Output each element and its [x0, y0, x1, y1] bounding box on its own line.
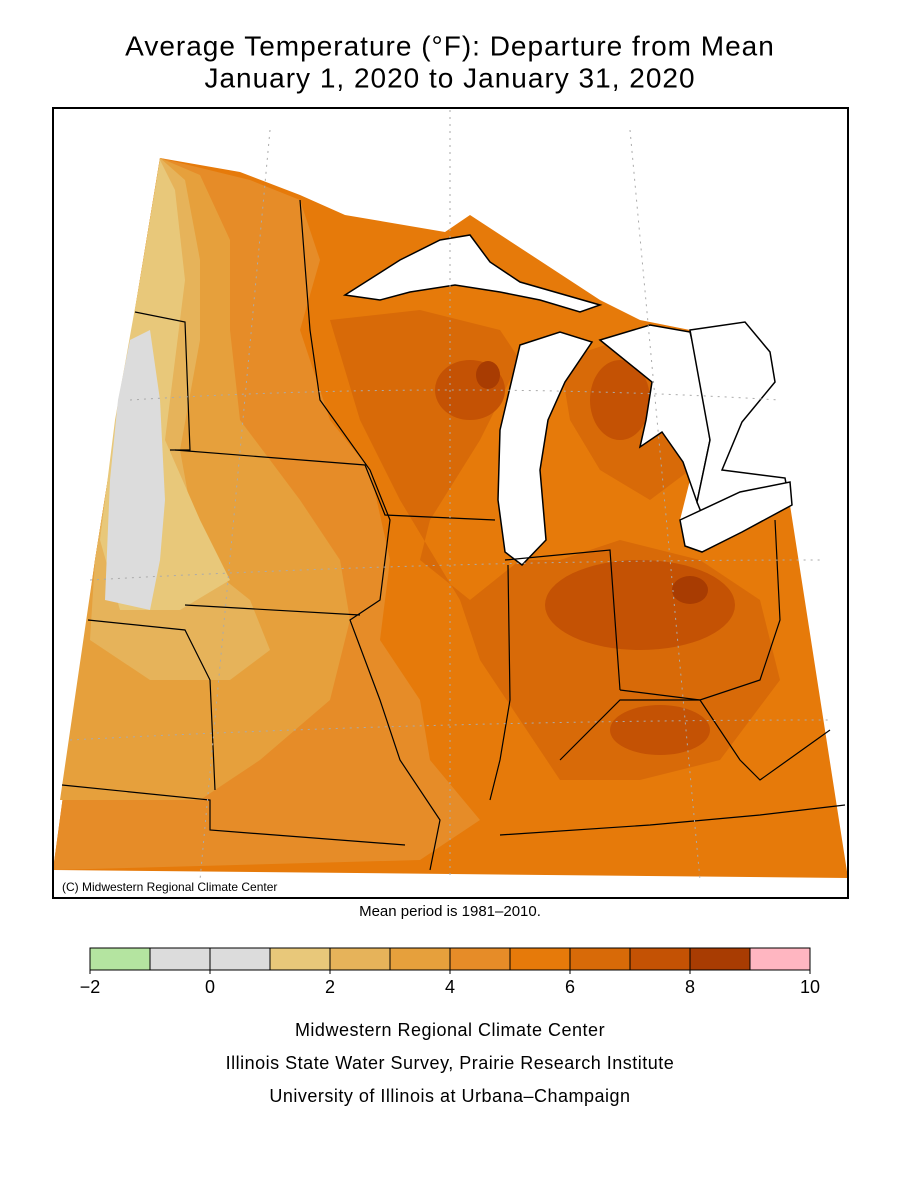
footer: Midwestern Regional Climate Center Illino…: [226, 1020, 675, 1106]
colorbar-tick-label: 0: [205, 977, 215, 997]
colorbar-cell: [389, 947, 451, 971]
subtitle: January 1, 2020 to January 31, 2020: [204, 62, 695, 93]
colorbar-cell: [89, 947, 151, 971]
temp-zone: [672, 576, 708, 604]
temp-zone: [610, 705, 710, 755]
colorbar-cell: [329, 947, 391, 971]
colorbar-tick-label: −2: [80, 977, 101, 997]
credit-box: [55, 879, 337, 897]
colorbar-cell: [629, 947, 691, 971]
colorbar-cell: [509, 947, 571, 971]
colorbar-tick-label: 4: [445, 977, 455, 997]
lake-huron: [598, 324, 711, 505]
temp-zone: [590, 360, 650, 440]
colorbar-tick-label: 6: [565, 977, 575, 997]
lake-erie: [679, 481, 793, 553]
colorbar-tick-label: 8: [685, 977, 695, 997]
colorbar-cell: [569, 947, 631, 971]
colorbar-tick-label: 10: [800, 977, 820, 997]
colorbar-cell: [689, 947, 751, 971]
footer-line: Illinois State Water Survey, Prairie Res…: [226, 1053, 675, 1073]
map-frame: [52, 107, 849, 899]
footer-line: Midwestern Regional Climate Center: [295, 1020, 605, 1040]
temp-zone: [476, 361, 500, 389]
state-borders: [61, 199, 846, 871]
colorbar-cell: [149, 947, 211, 971]
canada-ontario: [689, 321, 791, 523]
lake-superior: [342, 234, 603, 313]
temp-zone: [545, 560, 735, 650]
colorbar-cell: [449, 947, 511, 971]
colorbar-cell: [749, 947, 811, 971]
colorbar-cell: [269, 947, 331, 971]
mean-period-note: Mean period is 1981–2010.: [359, 903, 541, 920]
map-credit: (C) Midwestern Regional Climate Center: [62, 880, 277, 894]
temp-zone: [330, 310, 780, 780]
title: Average Temperature (°F): Departure from…: [125, 30, 775, 61]
colorbar: −2 0 2 4 6 8 10: [80, 947, 820, 997]
footer-line: University of Illinois at Urbana–Champai…: [269, 1086, 630, 1106]
temp-zone: [105, 330, 165, 610]
lake-michigan: [497, 331, 594, 567]
colorbar-cell: [209, 947, 271, 971]
map: (C) Midwestern Regional Climate Center: [52, 107, 849, 899]
graticule: [69, 110, 831, 881]
colorbar-tick-label: 2: [325, 977, 335, 997]
